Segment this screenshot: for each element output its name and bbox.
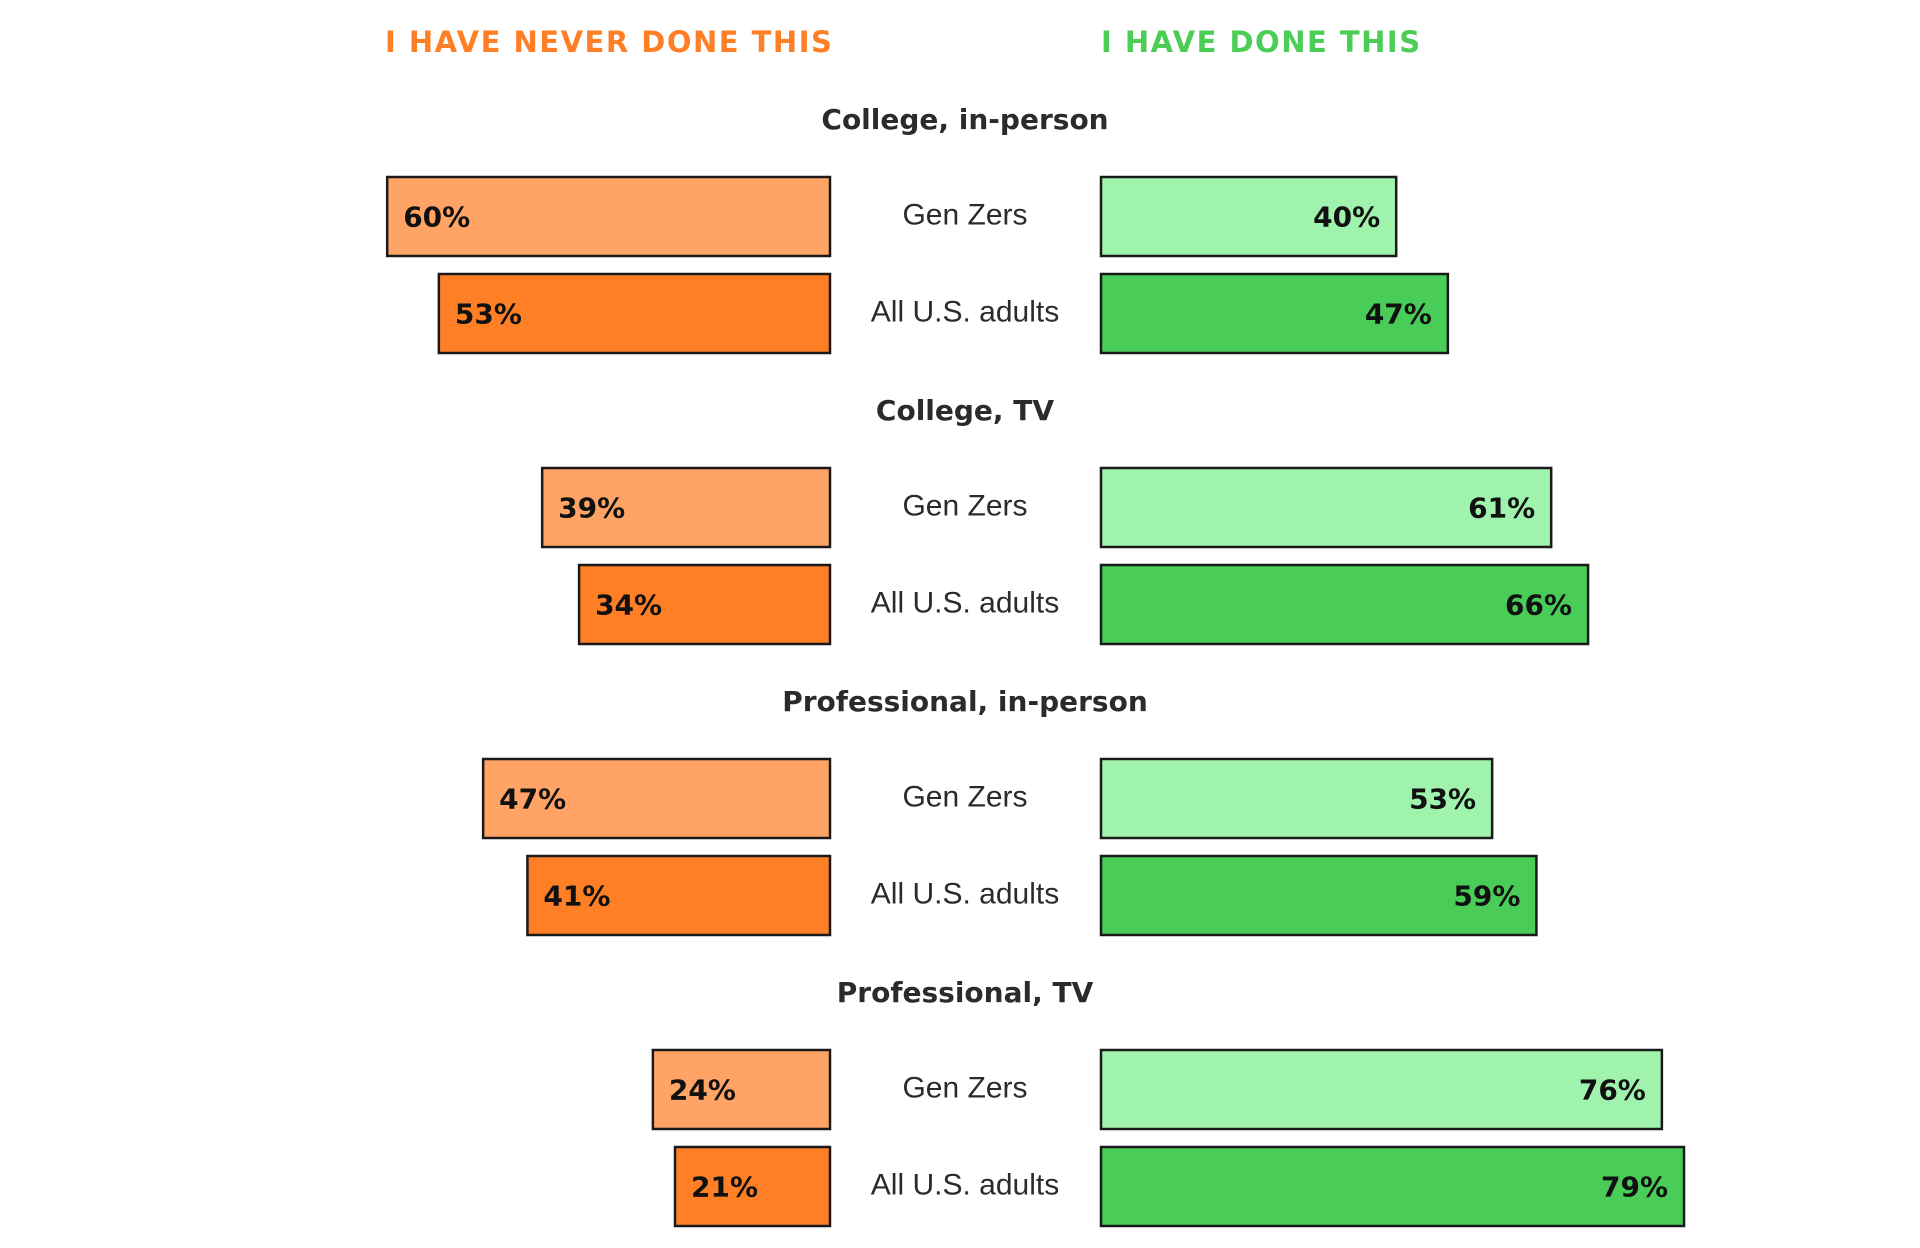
bar-done [1099,1145,1686,1228]
bar-done [1099,1048,1664,1131]
left-header: I HAVE NEVER DONE THIS [385,25,833,59]
value-label-never: 60% [403,201,470,234]
bar-done [1099,272,1450,355]
bar-never [385,175,832,258]
bar-done [1099,854,1538,937]
value-label-never: 21% [691,1171,758,1204]
group-title: College, TV [876,394,1054,427]
value-label-done: 59% [1453,880,1520,913]
row-label: All U.S. adults [871,587,1059,620]
group-title: Professional, TV [837,976,1094,1009]
value-label-never: 41% [543,880,610,913]
bar-never [540,466,832,549]
row-label: Gen Zers [902,490,1027,523]
row-label: All U.S. adults [871,878,1059,911]
bar-done [1099,175,1398,258]
bar-never [481,757,832,840]
value-label-never: 53% [455,298,522,331]
group-4: Professional, TV 24% 76% Gen Zers 21% 79% All … [651,976,1686,1228]
row-label: All U.S. adults [871,1169,1059,1202]
bar-done [1099,466,1553,549]
value-label-never: 24% [669,1074,736,1107]
group-title: College, in-person [821,103,1108,136]
right-header: I HAVE DONE THIS [1101,25,1422,59]
row-label: All U.S. adults [871,296,1059,329]
value-label-done: 47% [1365,298,1432,331]
group-title: Professional, in-person [782,685,1148,718]
bar-done [1099,757,1494,840]
group-1: College, in-person 60% 40% Gen Zers 53% 47% Al… [385,103,1450,355]
row-label: Gen Zers [902,199,1027,232]
value-label-never: 39% [558,492,625,525]
bar-never [437,272,832,355]
value-label-never: 34% [595,589,662,622]
group-2: College, TV 39% 61% Gen Zers 34% 66% All U.S. … [540,394,1590,646]
bar-never [526,854,832,937]
row-label: Gen Zers [902,1072,1027,1105]
value-label-never: 47% [499,783,566,816]
chart-groups: College, in-person 60% 40% Gen Zers 53% 47% Al… [385,103,1686,1228]
bar-never [651,1048,832,1131]
bar-done [1099,563,1590,646]
value-label-done: 61% [1468,492,1535,525]
group-3: Professional, in-person 47% 53% Gen Zers 41%… [481,685,1538,937]
value-label-done: 76% [1579,1074,1646,1107]
value-label-done: 66% [1505,589,1572,622]
row-label: Gen Zers [902,781,1027,814]
value-label-done: 40% [1313,201,1380,234]
bar-never [673,1145,832,1228]
value-label-done: 79% [1601,1171,1668,1204]
bar-never [577,563,832,646]
value-label-done: 53% [1409,783,1476,816]
